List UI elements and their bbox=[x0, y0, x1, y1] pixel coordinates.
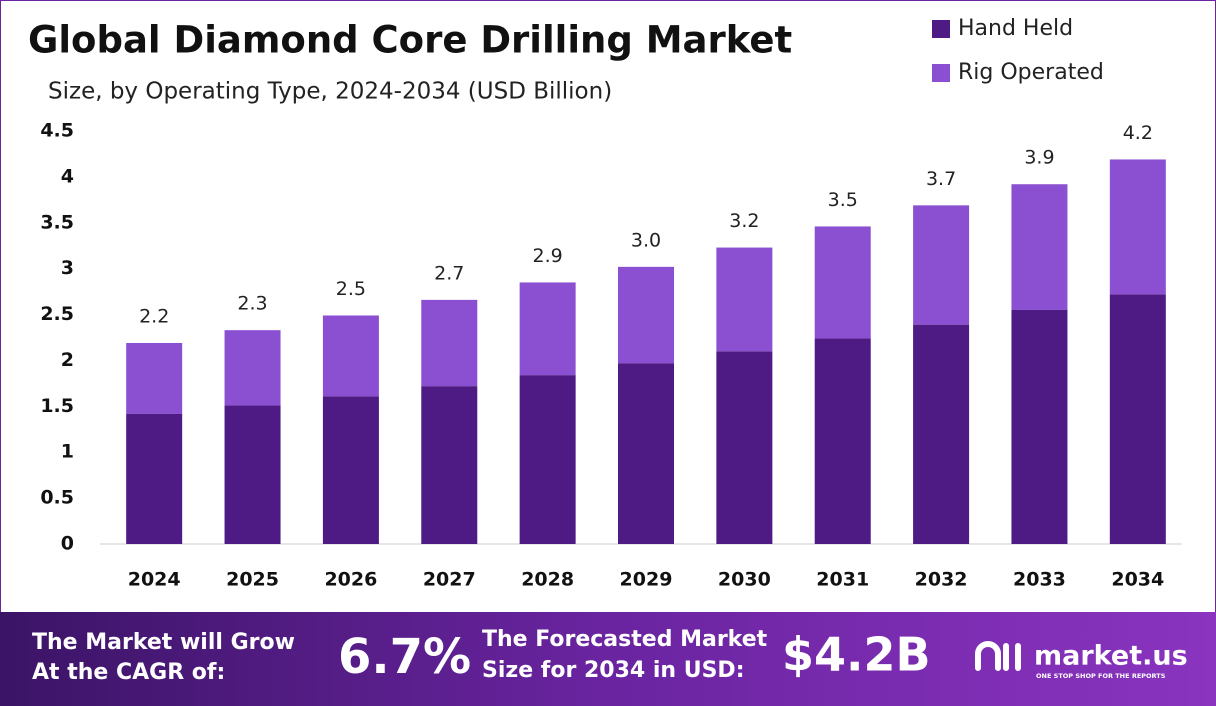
bar-segment bbox=[618, 363, 674, 544]
x-tick-label: 2034 bbox=[1111, 569, 1164, 591]
x-tick-label: 2026 bbox=[324, 569, 377, 591]
x-tick-label: 2032 bbox=[915, 569, 968, 591]
size-label: The Forecasted Market bbox=[482, 627, 768, 652]
size-label: Size for 2034 in USD: bbox=[482, 658, 745, 683]
y-tick-label: 3.5 bbox=[40, 211, 74, 233]
legend-label: Hand Held bbox=[958, 16, 1073, 41]
y-tick-label: 4 bbox=[61, 165, 74, 187]
total-label: 2.3 bbox=[237, 293, 267, 315]
total-label: 3.5 bbox=[828, 189, 858, 211]
total-label: 2.2 bbox=[139, 306, 169, 328]
total-label: 3.2 bbox=[729, 210, 759, 232]
chart-title: Global Diamond Core Drilling Market bbox=[28, 19, 792, 62]
bar-segment bbox=[913, 205, 970, 325]
bar-segment bbox=[716, 351, 773, 544]
bar-segment bbox=[224, 405, 281, 544]
footer: The Market will Grow At the CAGR of: 6.7… bbox=[32, 627, 1188, 685]
bar-segment bbox=[126, 343, 183, 414]
total-label: 3.7 bbox=[926, 168, 956, 190]
y-tick-label: 3 bbox=[61, 257, 74, 279]
total-label: 2.5 bbox=[336, 278, 366, 300]
total-label: 4.2 bbox=[1123, 122, 1153, 144]
logo-icon bbox=[975, 641, 1021, 671]
bar-segment bbox=[322, 396, 379, 544]
bar-segment bbox=[322, 315, 379, 397]
bar-segment bbox=[716, 247, 773, 352]
x-tick-label: 2027 bbox=[423, 569, 476, 591]
footer-band bbox=[0, 612, 1216, 706]
size-value: $4.2B bbox=[782, 628, 931, 682]
y-tick-label: 2.5 bbox=[40, 303, 74, 325]
x-tick-label: 2033 bbox=[1013, 569, 1066, 591]
cagr-label: At the CAGR of: bbox=[32, 660, 225, 685]
tagline: ONE STOP SHOP FOR THE REPORTS bbox=[1036, 672, 1166, 680]
total-label: 3.0 bbox=[631, 229, 661, 251]
bar-segment bbox=[1109, 159, 1166, 295]
legend-swatch bbox=[932, 20, 950, 38]
cagr-value: 6.7% bbox=[338, 629, 471, 685]
bar-segment bbox=[224, 330, 281, 406]
y-tick-label: 2 bbox=[61, 349, 74, 371]
y-tick-label: 0.5 bbox=[40, 487, 74, 509]
bar-segment bbox=[814, 338, 871, 544]
total-label: 2.7 bbox=[434, 262, 464, 284]
cagr-label: The Market will Grow bbox=[32, 630, 295, 655]
brand: market.us bbox=[1034, 641, 1188, 672]
legend-label: Rig Operated bbox=[958, 60, 1104, 85]
legend-swatch bbox=[932, 64, 950, 82]
bar-segment bbox=[618, 266, 674, 364]
x-tick-label: 2024 bbox=[128, 569, 181, 591]
y-tick-label: 1 bbox=[61, 441, 74, 463]
bar-segment bbox=[913, 324, 970, 544]
y-tick-label: 4.5 bbox=[40, 120, 74, 142]
bar-segment bbox=[814, 226, 871, 339]
x-tick-label: 2029 bbox=[620, 569, 673, 591]
bar-segment bbox=[1011, 309, 1068, 544]
total-label: 3.9 bbox=[1024, 147, 1054, 169]
x-tick-label: 2030 bbox=[718, 569, 771, 591]
x-tick-label: 2028 bbox=[521, 569, 574, 591]
bar-segment bbox=[421, 299, 478, 387]
bar-segment bbox=[126, 413, 183, 544]
bar-segment bbox=[519, 282, 576, 376]
y-tick-label: 1.5 bbox=[40, 395, 74, 417]
x-tick-label: 2031 bbox=[816, 569, 869, 591]
bar-segment bbox=[421, 386, 478, 544]
x-tick-label: 2025 bbox=[226, 569, 279, 591]
y-tick-label: 0 bbox=[61, 533, 74, 555]
bar-segment bbox=[1109, 294, 1166, 544]
bar-segment bbox=[1011, 184, 1068, 310]
chart-subtitle: Size, by Operating Type, 2024-2034 (USD … bbox=[48, 79, 612, 105]
bar-segment bbox=[519, 375, 576, 544]
total-label: 2.9 bbox=[533, 245, 563, 267]
